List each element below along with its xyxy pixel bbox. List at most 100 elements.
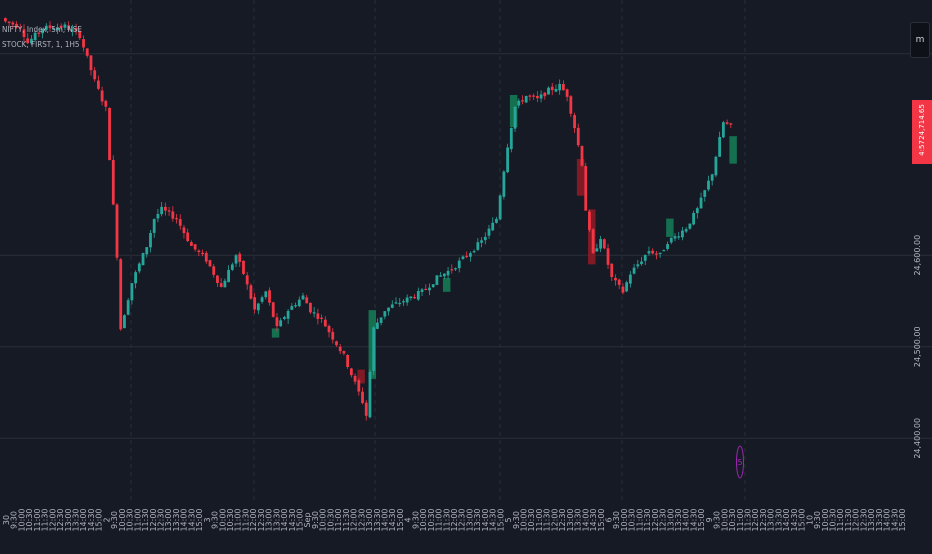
candle-body <box>134 272 137 284</box>
x-tick-label: 14:30 <box>288 508 297 531</box>
x-tick-label: 12:30 <box>659 508 668 531</box>
candle-body <box>227 269 230 283</box>
y-tick-label: 24,400.00 <box>913 418 922 459</box>
candle-body <box>666 244 669 250</box>
x-tick-label: 14:00 <box>180 508 189 531</box>
candle-body <box>364 402 368 416</box>
x-tick-label: 10:30 <box>728 508 737 531</box>
candle-body <box>632 267 636 274</box>
candle-body <box>204 252 208 262</box>
candle-body <box>245 275 249 285</box>
candle-body <box>171 211 175 219</box>
candle-body <box>595 248 599 252</box>
x-tick-label: 15:00 <box>898 508 907 531</box>
x-tick-label: 15:00 <box>496 508 505 531</box>
candle-body <box>729 123 733 125</box>
candle-body <box>673 236 677 239</box>
x-tick-label: 14:30 <box>388 508 397 531</box>
x-tick-label: 10:30 <box>427 508 436 531</box>
candle-body <box>476 242 480 250</box>
x-tick-label: 12:00 <box>450 508 459 531</box>
x-tick-label: 10:30 <box>126 508 135 531</box>
x-tick-label: 11:00 <box>535 508 544 531</box>
x-tick-label: 11:30 <box>241 508 250 531</box>
chart-menu-button[interactable]: m <box>910 22 930 58</box>
x-tick-label: 10:30 <box>628 508 637 531</box>
candle-body <box>323 319 327 327</box>
x-tick-label: 13:30 <box>373 508 382 531</box>
candle-body <box>312 312 316 314</box>
candle-body <box>539 94 543 99</box>
candle-body <box>301 295 305 300</box>
candle-body <box>320 317 323 319</box>
candle-body <box>442 273 446 277</box>
candle-body <box>617 279 621 285</box>
candle-body <box>346 355 350 368</box>
candle-body <box>643 255 647 261</box>
x-tick-label: 2 <box>102 517 111 522</box>
candle-body <box>108 107 111 161</box>
candle-body <box>305 297 309 304</box>
candle-body <box>721 122 725 138</box>
candle-body <box>487 228 491 236</box>
session-marker-label: 5 <box>737 458 742 467</box>
x-tick-label: 15:00 <box>597 508 606 531</box>
x-tick-label: 14:30 <box>87 508 96 531</box>
candle-body <box>684 229 688 232</box>
candle-body <box>469 253 472 257</box>
candle-body <box>647 251 651 254</box>
candle-body <box>22 29 26 38</box>
candle-body <box>223 280 227 288</box>
x-tick-label: 9:30 <box>110 511 119 529</box>
candle-body <box>249 285 253 299</box>
candle-body <box>111 159 115 205</box>
x-tick-label: 14:00 <box>883 508 892 531</box>
zone-box <box>666 218 674 237</box>
x-tick-label: 10:00 <box>620 508 629 531</box>
candle-body <box>703 190 707 197</box>
x-tick-label: 11:00 <box>133 508 142 531</box>
candle-body <box>528 95 532 97</box>
candle-body <box>707 180 710 190</box>
candle-body <box>506 147 509 173</box>
x-tick-label: Sep <box>303 512 312 527</box>
candle-body <box>18 26 22 29</box>
candle-body <box>640 261 643 265</box>
candle-body <box>294 305 297 307</box>
candle-body <box>495 218 498 223</box>
candle-body <box>182 227 186 234</box>
candle-body <box>70 29 74 31</box>
x-tick-label: 11:30 <box>543 508 552 531</box>
candle-body <box>178 219 182 226</box>
candle-body <box>268 290 271 303</box>
x-tick-label: 9 <box>705 517 714 522</box>
candle-body <box>521 100 524 102</box>
candle-body <box>97 80 100 89</box>
candle-body <box>502 171 506 197</box>
x-tick-label: 15:00 <box>396 508 405 531</box>
zone-box <box>271 328 280 338</box>
candle-body <box>190 242 193 246</box>
candle-body <box>137 263 141 272</box>
candle-body <box>175 218 178 220</box>
candle-body <box>628 274 632 284</box>
candle-body <box>63 24 67 28</box>
candle-body <box>402 301 405 303</box>
candle-body <box>48 25 52 29</box>
candle-body <box>606 248 610 265</box>
y-tick-label: 24,600.00 <box>913 235 922 276</box>
candle-body <box>695 208 699 214</box>
x-tick-label: 14:00 <box>682 508 691 531</box>
x-tick-label: 13:00 <box>867 508 876 531</box>
candle-body <box>56 27 59 31</box>
x-tick-label: 12:00 <box>149 508 158 531</box>
x-tick-label: 11:30 <box>141 508 150 531</box>
x-tick-label: 12:30 <box>458 508 467 531</box>
candle-body <box>149 232 152 248</box>
zone-box <box>729 136 737 164</box>
x-tick-label: 12:30 <box>257 508 266 531</box>
candle-body <box>424 288 428 291</box>
x-tick-label: 12:00 <box>249 508 258 531</box>
